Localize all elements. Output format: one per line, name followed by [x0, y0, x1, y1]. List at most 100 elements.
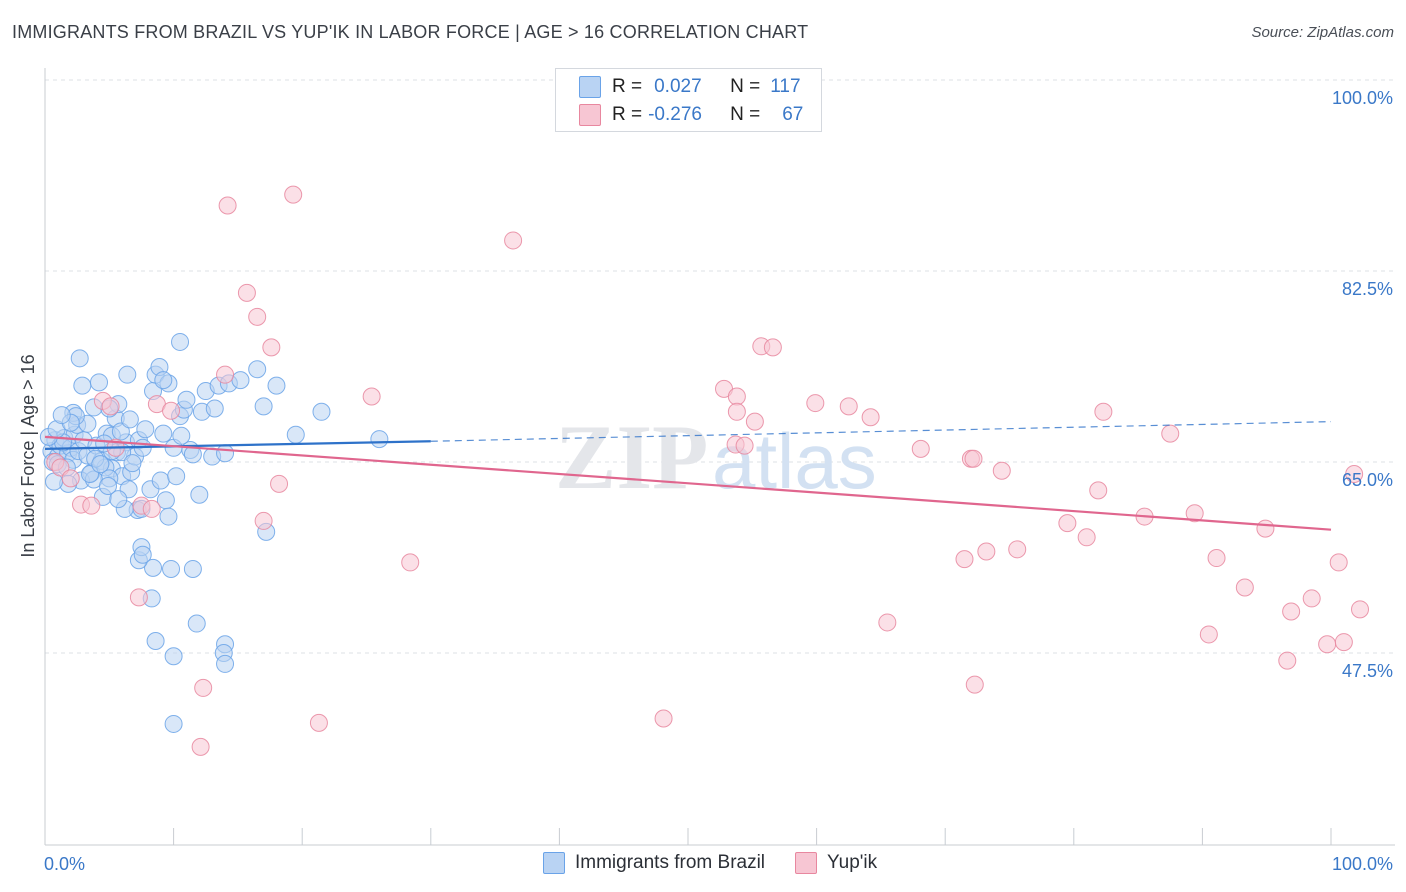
brazil-point: [254, 397, 273, 416]
brazil-point: [216, 444, 235, 463]
brazil-trend-extension: [430, 421, 1332, 442]
legend-swatch-yupik: [795, 852, 818, 874]
yupik-point: [1318, 635, 1337, 654]
brazil-point: [183, 559, 202, 578]
brazil-point: [146, 631, 165, 650]
tick-labels: 47.5% 65.0% 82.5% 100.0% 0.0% 100.0%: [44, 88, 1393, 874]
yupik-point: [162, 401, 181, 420]
yupik-point: [654, 709, 673, 728]
yupik-point: [763, 338, 782, 357]
yupik-point: [977, 542, 996, 561]
legend-row-yupik: R = -0.276 N = 67: [579, 102, 804, 128]
brazil-point: [286, 425, 305, 444]
y-tick-label: 100.0%: [1332, 88, 1393, 108]
legend-label-brazil: Immigrants from Brazil: [575, 852, 766, 873]
yupik-point: [964, 449, 983, 468]
yupik-point: [992, 461, 1011, 480]
yupik-point: [1089, 481, 1108, 500]
legend-n-label: N =: [730, 76, 761, 97]
brazil-point: [111, 422, 130, 441]
legend-n-value: 117: [770, 76, 801, 97]
legend-r-value: -0.276: [648, 104, 702, 125]
brazil-point: [231, 371, 250, 390]
yupik-point: [362, 387, 381, 406]
yupik-point: [248, 307, 267, 326]
brazil-point: [312, 402, 331, 421]
brazil-point: [167, 467, 186, 486]
yupik-point: [1008, 540, 1027, 559]
yupik-point: [237, 283, 256, 302]
brazil-point: [205, 399, 224, 418]
brazil-point: [187, 614, 206, 633]
y-axis-label: In Labor Force | Age > 16: [18, 354, 38, 557]
legend-swatch-yupik: [579, 104, 601, 126]
x-tick-label-min: 0.0%: [44, 854, 85, 874]
yupik-point: [401, 553, 420, 572]
legend-label-yupik: Yup'ik: [827, 852, 878, 873]
trend-lines: [44, 421, 1332, 531]
brazil-point: [159, 507, 178, 526]
brazil-point: [164, 647, 183, 666]
legend-row-brazil: R = 0.027 N = 117: [579, 74, 801, 100]
yupik-point: [1329, 553, 1348, 572]
brazil-point: [123, 454, 142, 473]
legend-item-yupik[interactable]: Yup'ik: [795, 852, 877, 874]
legend-r-value: 0.027: [654, 76, 702, 97]
brazil-point: [144, 558, 163, 577]
legend-item-brazil[interactable]: Immigrants from Brazil: [543, 852, 765, 874]
source-label: Source: ZipAtlas.com: [1251, 24, 1394, 41]
yupik-point: [1278, 651, 1297, 670]
legend-n-label: N =: [730, 104, 761, 125]
yupik-point: [727, 402, 746, 421]
yupik-point: [965, 675, 984, 694]
legend-n-value: 67: [782, 104, 804, 125]
yupik-point: [861, 408, 880, 427]
brazil-point: [99, 477, 118, 496]
yupik-point: [262, 338, 281, 357]
watermark: ZIP atlas: [555, 406, 877, 508]
yupik-point: [727, 387, 746, 406]
yupik-point: [1077, 528, 1096, 547]
yupik-point: [194, 678, 213, 697]
brazil-trend-line: [44, 440, 431, 451]
legend-r-label: R =: [612, 104, 643, 125]
yupik-point: [216, 365, 235, 384]
legend-r-label: R =: [612, 76, 643, 97]
brazil-point: [90, 373, 109, 392]
brazil-point: [190, 485, 209, 504]
yupik-point: [911, 439, 930, 458]
brazil-point: [162, 559, 181, 578]
correlation-legend: R = 0.027 N = 117 R = -0.276 N = 67: [555, 68, 822, 132]
yupik-point: [806, 394, 825, 413]
brazil-point: [267, 376, 286, 395]
yupik-point: [1345, 465, 1364, 484]
brazil-point: [136, 420, 155, 439]
yupik-point: [1185, 504, 1204, 523]
yupik-point: [1207, 549, 1226, 568]
yupik-point: [191, 737, 210, 756]
brazil-point: [151, 471, 170, 490]
brazil-point: [154, 371, 173, 390]
yupik-point: [1161, 424, 1180, 443]
brazil-point: [370, 430, 389, 449]
yupik-point: [955, 550, 974, 569]
x-tick-label-max: 100.0%: [1332, 854, 1393, 874]
yupik-trend-line: [44, 435, 1332, 531]
brazil-point: [177, 390, 196, 409]
yupik-point: [839, 397, 858, 416]
brazil-point: [109, 490, 128, 509]
yupik-point: [504, 231, 523, 250]
y-tick-label: 47.5%: [1342, 661, 1393, 681]
yupik-point: [82, 496, 101, 515]
yupik-point: [270, 474, 289, 493]
series-yupik-points: [46, 185, 1369, 756]
legend-swatch-brazil: [579, 76, 601, 98]
yupik-point: [878, 613, 897, 632]
brazil-point: [120, 410, 139, 429]
yupik-point: [735, 436, 754, 455]
legend-swatch-brazil: [543, 852, 565, 874]
brazil-point: [52, 406, 71, 425]
yupik-point: [1256, 519, 1275, 538]
yupik-point: [1235, 578, 1254, 597]
